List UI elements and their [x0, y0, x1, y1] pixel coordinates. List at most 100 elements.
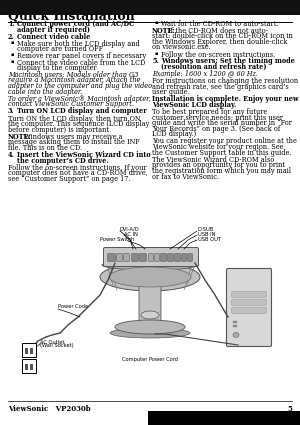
FancyBboxPatch shape — [188, 254, 192, 261]
FancyBboxPatch shape — [233, 325, 237, 327]
Text: LCD display.): LCD display.) — [152, 130, 196, 138]
FancyBboxPatch shape — [232, 308, 266, 313]
FancyBboxPatch shape — [117, 254, 122, 261]
Text: ▪: ▪ — [11, 59, 14, 64]
FancyBboxPatch shape — [108, 254, 115, 261]
Bar — [148, 411, 300, 425]
Text: Power Code: Power Code — [58, 304, 88, 309]
Bar — [0, 15, 300, 35]
Text: If the CD-ROM does not auto-: If the CD-ROM does not auto- — [166, 27, 268, 34]
Text: and refresh rate, see the graphics card’s: and refresh rate, see the graphics card’… — [152, 82, 289, 91]
Text: 5.: 5. — [152, 57, 159, 65]
Text: Windows users: Set the timing mode: Windows users: Set the timing mode — [161, 57, 295, 65]
Ellipse shape — [233, 332, 239, 337]
Ellipse shape — [141, 311, 159, 319]
Text: the Customer Support table in this guide.: the Customer Support table in this guide… — [152, 149, 292, 156]
Ellipse shape — [100, 263, 200, 291]
FancyBboxPatch shape — [161, 254, 166, 261]
Text: the Windows Explorer, then double-click: the Windows Explorer, then double-click — [152, 38, 287, 46]
Ellipse shape — [115, 320, 185, 334]
Text: ▪: ▪ — [11, 40, 14, 45]
Text: (resolution and refresh rate): (resolution and refresh rate) — [161, 63, 266, 71]
Text: Windows users may receive a: Windows users may receive a — [22, 133, 123, 141]
Text: AC Outlet: AC Outlet — [40, 340, 64, 345]
FancyBboxPatch shape — [232, 292, 266, 297]
FancyBboxPatch shape — [232, 300, 266, 305]
Text: Computer Power Cord: Computer Power Cord — [122, 357, 178, 363]
Text: ▪: ▪ — [155, 20, 158, 26]
Text: DVI-A/D: DVI-A/D — [120, 227, 140, 232]
Text: Insert the ViewSonic Wizard CD into: Insert the ViewSonic Wizard CD into — [17, 151, 151, 159]
Ellipse shape — [102, 260, 198, 270]
FancyBboxPatch shape — [168, 254, 173, 261]
Text: display to the computer: display to the computer — [17, 64, 97, 72]
Text: guide and write the serial number in “For: guide and write the serial number in “Fo… — [152, 119, 292, 127]
Text: the computer. This sequence (LCD display: the computer. This sequence (LCD display — [8, 120, 149, 128]
FancyBboxPatch shape — [139, 276, 161, 326]
FancyBboxPatch shape — [124, 254, 129, 261]
Bar — [25, 364, 28, 370]
Text: The ViewSonic Wizard CD-ROM also: The ViewSonic Wizard CD-ROM also — [152, 156, 274, 164]
FancyBboxPatch shape — [233, 321, 237, 323]
Text: D-SUB: D-SUB — [198, 227, 214, 232]
Text: For instructions on changing the resolution: For instructions on changing the resolut… — [152, 77, 298, 85]
Text: Wait for the CD-ROM to auto-start.: Wait for the CD-ROM to auto-start. — [161, 20, 279, 28]
Text: adapter to the computer and plug the video: adapter to the computer and plug the vid… — [8, 82, 152, 90]
Text: ▪: ▪ — [155, 51, 158, 56]
Bar — [25, 348, 28, 354]
Bar — [22, 359, 36, 373]
FancyBboxPatch shape — [155, 254, 159, 261]
Text: Your Records” on page 3. (See back of: Your Records” on page 3. (See back of — [152, 125, 280, 133]
Text: before computer) is important.: before computer) is important. — [8, 126, 111, 134]
Text: Remove rear panel covers if necessary: Remove rear panel covers if necessary — [17, 52, 146, 60]
Text: user guide.: user guide. — [152, 88, 190, 96]
FancyBboxPatch shape — [175, 254, 180, 261]
Bar — [22, 343, 36, 357]
Bar — [30, 348, 33, 354]
Text: start: double-click on the CD-ROM icon in: start: double-click on the CD-ROM icon i… — [152, 32, 293, 40]
Text: the registration form which you may mail: the registration form which you may mail — [152, 167, 291, 175]
FancyBboxPatch shape — [182, 254, 186, 261]
Text: message asking them to install the INF: message asking them to install the INF — [8, 139, 140, 146]
Bar — [0, 0, 300, 15]
Text: 4.: 4. — [8, 151, 15, 159]
Text: Follow the on-screen instructions.: Follow the on-screen instructions. — [161, 51, 275, 59]
Bar — [30, 364, 33, 370]
Text: provides an opportunity for you to print: provides an opportunity for you to print — [152, 162, 285, 169]
Text: NOTE:: NOTE: — [8, 133, 32, 141]
Text: You can register your product online at the: You can register your product online at … — [152, 137, 297, 145]
Text: Turn ON the LCD display, then turn ON: Turn ON the LCD display, then turn ON — [8, 114, 140, 122]
Text: NOTE:: NOTE: — [152, 27, 176, 34]
Text: 2.: 2. — [8, 33, 15, 41]
FancyBboxPatch shape — [149, 254, 153, 261]
Text: Macintosh users: Models older than G3: Macintosh users: Models older than G3 — [8, 71, 138, 79]
Text: USB IN: USB IN — [198, 232, 215, 236]
Text: Connect video cable: Connect video cable — [17, 33, 90, 41]
Text: Turn ON LCD display and computer: Turn ON LCD display and computer — [17, 108, 147, 116]
Text: customer service needs: print this user: customer service needs: print this user — [152, 113, 283, 122]
Text: computer does not have a CD-ROM drive,: computer does not have a CD-ROM drive, — [8, 170, 148, 177]
Ellipse shape — [110, 328, 190, 338]
FancyBboxPatch shape — [132, 254, 138, 261]
Text: Quick Installation: Quick Installation — [8, 10, 135, 23]
Text: ▪: ▪ — [11, 52, 14, 57]
Text: 3.: 3. — [8, 108, 15, 116]
Text: computer are turned OFF: computer are turned OFF — [17, 45, 103, 54]
Text: Make sure both the LCD display and: Make sure both the LCD display and — [17, 40, 140, 48]
Text: or fax to ViewSonic.: or fax to ViewSonic. — [152, 173, 219, 181]
FancyBboxPatch shape — [226, 269, 272, 346]
Text: see “Customer Support” on page 17.: see “Customer Support” on page 17. — [8, 175, 130, 183]
Text: (Wall Socket): (Wall Socket) — [40, 343, 74, 348]
Text: 1.: 1. — [8, 20, 15, 28]
Text: ViewSonic website for your region. See: ViewSonic website for your region. See — [152, 143, 284, 151]
Text: Example: 1600 x 1200 @ 60 Hz.: Example: 1600 x 1200 @ 60 Hz. — [152, 70, 258, 78]
Text: To be best prepared for any future: To be best prepared for any future — [152, 108, 267, 116]
Text: contact ViewSonic Customer Support.: contact ViewSonic Customer Support. — [8, 100, 134, 108]
Text: Follow the on-screen instructions. If your: Follow the on-screen instructions. If yo… — [8, 164, 146, 172]
Text: 5: 5 — [287, 405, 292, 413]
FancyBboxPatch shape — [103, 247, 199, 266]
Text: Connect power cord (and AC/DC: Connect power cord (and AC/DC — [17, 20, 134, 28]
Text: Connect the video cable from the LCD: Connect the video cable from the LCD — [17, 59, 146, 67]
Text: ViewSonic   VP2030b: ViewSonic VP2030b — [8, 405, 91, 413]
Text: adapter if required): adapter if required) — [17, 26, 90, 34]
